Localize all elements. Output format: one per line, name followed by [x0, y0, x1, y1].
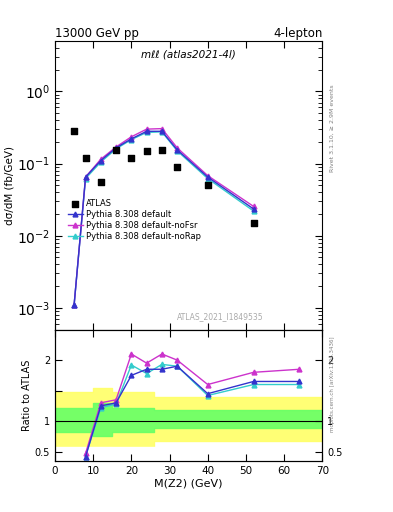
Pythia 8.308 default-noRap	[83, 176, 88, 182]
Pythia 8.308 default	[175, 147, 180, 153]
Text: mℓℓ (atlas2021-4l): mℓℓ (atlas2021-4l)	[141, 50, 236, 59]
Pythia 8.308 default-noRap	[251, 208, 256, 214]
ATLAS	[250, 219, 257, 227]
X-axis label: M(Z2) (GeV): M(Z2) (GeV)	[154, 478, 223, 488]
Pythia 8.308 default-noFsr	[206, 173, 210, 179]
Pythia 8.308 default-noRap	[114, 146, 118, 152]
Text: ATLAS_2021_I1849535: ATLAS_2021_I1849535	[177, 312, 264, 321]
Pythia 8.308 default-noFsr	[160, 125, 164, 132]
Pythia 8.308 default-noFsr	[83, 174, 88, 180]
ATLAS	[143, 147, 150, 155]
Pythia 8.308 default	[144, 128, 149, 134]
Pythia 8.308 default-noFsr	[129, 134, 134, 140]
Line: Pythia 8.308 default-noRap: Pythia 8.308 default-noRap	[72, 130, 256, 307]
Text: 4-lepton: 4-lepton	[273, 27, 322, 40]
Pythia 8.308 default	[99, 158, 103, 164]
Pythia 8.308 default-noRap	[99, 159, 103, 165]
Text: mcplots.cern.ch [arXiv:1306.3436]: mcplots.cern.ch [arXiv:1306.3436]	[330, 336, 335, 432]
Pythia 8.308 default-noFsr	[99, 156, 103, 162]
Pythia 8.308 default-noFsr	[72, 302, 77, 308]
ATLAS	[98, 178, 104, 186]
Pythia 8.308 default-noRap	[129, 137, 134, 143]
Text: Rivet 3.1.10, ≥ 2.9M events: Rivet 3.1.10, ≥ 2.9M events	[330, 84, 335, 172]
Y-axis label: Ratio to ATLAS: Ratio to ATLAS	[22, 359, 32, 431]
ATLAS	[205, 181, 211, 189]
ATLAS	[113, 146, 119, 154]
Text: 13000 GeV pp: 13000 GeV pp	[55, 27, 139, 40]
ATLAS	[83, 154, 89, 162]
Pythia 8.308 default-noFsr	[114, 144, 118, 150]
Legend: ATLAS, Pythia 8.308 default, Pythia 8.308 default-noFsr, Pythia 8.308 default-no: ATLAS, Pythia 8.308 default, Pythia 8.30…	[64, 196, 204, 245]
Pythia 8.308 default-noFsr	[144, 126, 149, 132]
Pythia 8.308 default	[206, 174, 210, 180]
Pythia 8.308 default-noRap	[206, 176, 210, 182]
Pythia 8.308 default-noRap	[72, 302, 77, 308]
Pythia 8.308 default-noRap	[175, 148, 180, 154]
ATLAS	[71, 127, 77, 135]
ATLAS	[128, 154, 134, 162]
Pythia 8.308 default-noRap	[160, 129, 164, 135]
Pythia 8.308 default-noFsr	[175, 145, 180, 151]
Pythia 8.308 default	[129, 136, 134, 142]
Line: Pythia 8.308 default-noFsr: Pythia 8.308 default-noFsr	[72, 126, 256, 307]
Line: Pythia 8.308 default: Pythia 8.308 default	[72, 129, 256, 307]
Pythia 8.308 default	[72, 302, 77, 308]
Pythia 8.308 default	[160, 128, 164, 134]
Pythia 8.308 default	[83, 174, 88, 180]
Pythia 8.308 default-noFsr	[251, 203, 256, 209]
ATLAS	[159, 146, 165, 154]
Y-axis label: dσ/dM (fb/GeV): dσ/dM (fb/GeV)	[4, 146, 14, 225]
Pythia 8.308 default-noRap	[144, 130, 149, 136]
Pythia 8.308 default	[114, 145, 118, 151]
ATLAS	[174, 163, 180, 171]
Pythia 8.308 default	[251, 206, 256, 212]
